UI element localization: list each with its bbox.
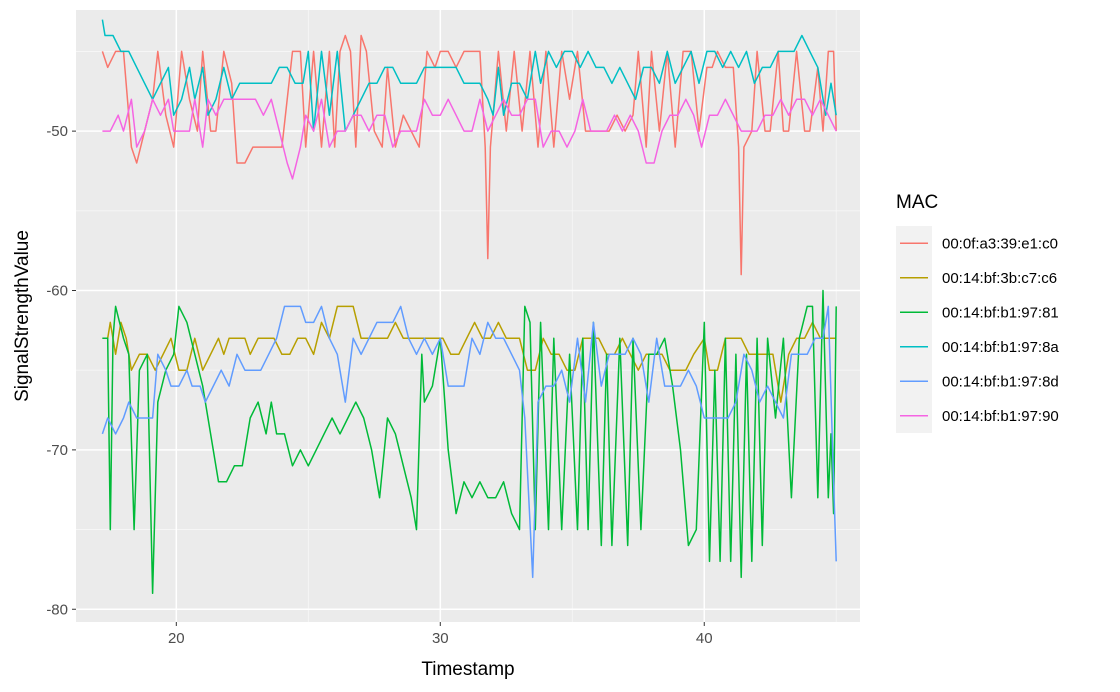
y-axis-title: SignalStrengthValue <box>12 230 33 402</box>
legend-label: 00:14:bf:3b:c7:c6 <box>942 270 1057 287</box>
legend-title: MAC <box>896 192 938 213</box>
x-tick-label: 30 <box>432 630 449 647</box>
y-tick-label: -50 <box>46 123 68 140</box>
series-lines <box>101 19 837 595</box>
legend-label: 00:14:bf:b1:97:81 <box>942 304 1059 321</box>
legend: MAC 00:0f:a3:39:e1:c0 00:14:bf:3b:c7:c6 00… <box>896 192 1059 433</box>
y-tick-label: -80 <box>46 601 68 618</box>
y-tick-label: -70 <box>46 442 68 459</box>
series-line-6 <box>102 98 837 180</box>
axes: 20 30 40 -80 -70 -60 -50 <box>46 123 712 647</box>
series-line-3 <box>102 289 837 595</box>
legend-label: 00:14:bf:b1:97:90 <box>942 408 1059 425</box>
series-line-5 <box>101 305 837 579</box>
series-line-4 <box>101 19 837 132</box>
legend-label: 00:14:bf:b1:97:8a <box>942 339 1059 356</box>
legend-label: 00:0f:a3:39:e1:c0 <box>942 235 1058 252</box>
legend-label: 00:14:bf:b1:97:8d <box>942 373 1059 390</box>
series-line-2 <box>102 305 837 403</box>
x-axis-title: Timestamp <box>421 659 514 680</box>
x-tick-label: 20 <box>168 630 185 647</box>
y-tick-label: -60 <box>46 283 68 300</box>
series-line-1 <box>101 34 837 276</box>
x-tick-label: 40 <box>696 630 713 647</box>
